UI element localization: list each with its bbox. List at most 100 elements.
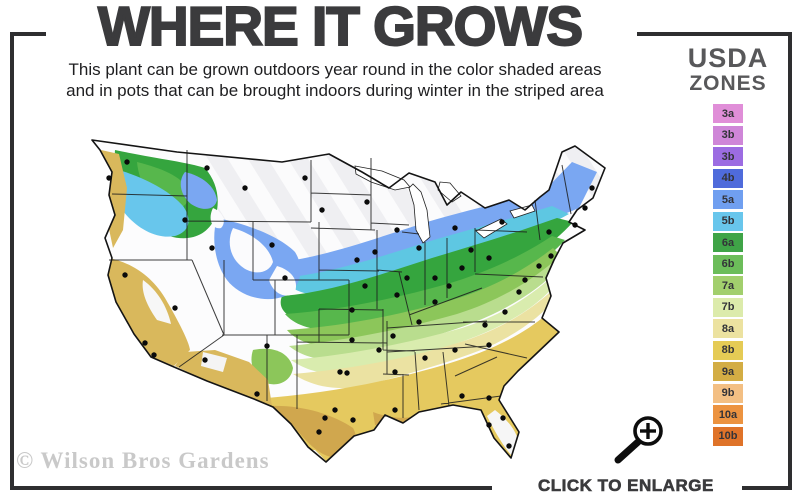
frame-border-right [788,32,792,490]
city-dot [209,245,215,251]
city-dot [322,415,328,421]
city-dot [204,165,210,171]
frame-border-top-right [637,32,792,36]
city-dot [506,443,512,449]
city-dot [151,352,157,358]
zone-swatch-label: 9a [721,365,735,378]
frame-border-bottom-left [10,486,492,490]
zone-swatch-label: 8a [721,322,735,335]
city-dot [182,217,188,223]
city-dot [404,275,410,281]
zone-swatch-7a: 7a [713,276,743,295]
city-dot [350,417,356,423]
zone-swatch-label: 3b [721,129,735,141]
subtitle-line-2: and in pots that can be brought indoors … [66,81,604,100]
zone-swatch-label: 5b [721,215,735,227]
city-dots [106,159,595,449]
zone-swatch-5b: 5b [713,211,743,231]
legend-title-usda: USDA [687,43,769,73]
us-map-svg [91,139,606,463]
city-dot [376,347,382,353]
zone-swatch-5a: 5a [713,190,743,209]
zone-swatch-9b: 9b [713,383,743,403]
city-dot [452,347,458,353]
city-dot [422,355,428,361]
frame-border-bottom-right [742,486,792,490]
zone-swatch-8a: 8a [713,319,743,338]
city-dot [446,283,452,289]
zone-swatch-6b: 6b [713,254,743,274]
zone-swatch-7b: 7b [713,297,743,317]
city-dot [394,292,400,298]
legend-title-zones: ZONES [689,72,767,95]
zone-swatch-label: 10b [718,430,738,442]
city-dot [486,255,492,261]
zone-legend-list: 3a 3b 3b 4b 5a 5b 6a 6b 7a 7b 8a 8b 9a 9b 10a 10b [664,104,792,446]
city-dot [364,199,370,205]
city-dot [502,309,508,315]
city-dot [516,289,522,295]
city-dot [459,265,465,271]
zone-swatch-label: 3a [721,107,735,120]
city-dot [349,307,355,313]
zone-swatch-label: 7a [721,279,735,292]
city-dot [349,337,355,343]
city-dot [362,283,368,289]
zone-swatch-9a: 9a [713,362,743,381]
city-dot [486,422,492,428]
city-dot [416,319,422,325]
state-borders [109,150,572,418]
page-subtitle: This plant can be grown outdoors year ro… [20,59,650,101]
city-dot [242,185,248,191]
zone-swatch-3a: 3a [713,104,743,123]
zoom-in-magnifier-icon[interactable] [603,411,667,469]
zone-swatch-label: 9b [721,387,735,399]
us-outline [91,139,606,463]
city-dot [500,415,506,421]
city-dot [486,342,492,348]
zone-swatch-label: 8b [721,344,735,356]
city-dot [482,322,488,328]
city-dot [546,229,552,235]
city-dot [416,245,422,251]
city-dot [394,227,400,233]
usda-zones-legend: USDA ZONES 3a 3b 3b 4b 5a 5b 6a 6b 7a 7b 8a 8b 9a 9b 1… [664,44,792,448]
frame-border-left [10,32,14,490]
city-dot [106,175,112,181]
usda-zone-map[interactable] [57,110,647,470]
city-dot [319,207,325,213]
zone-swatch-label: 10a [718,408,738,421]
subtitle-line-1: This plant can be grown outdoors year ro… [68,60,602,79]
city-dot [142,340,148,346]
city-dot [589,185,595,191]
city-dot [124,159,130,165]
city-dot [354,257,360,263]
page-title: WHERE IT GROWS [97,0,584,57]
click-to-enlarge-label[interactable]: CLICK TO ENLARGE [538,476,714,496]
zone-swatch-8b: 8b [713,340,743,360]
city-dot [202,357,208,363]
city-dot [390,333,396,339]
city-dot [282,275,288,281]
city-dot [582,205,588,211]
city-dot [122,272,128,278]
city-dot [332,407,338,413]
zone-swatch-4b: 4b [713,168,743,188]
zone-swatch-label: 3b [721,150,735,163]
city-dot [548,253,554,259]
city-dot [337,369,343,375]
zone-swatch-label: 4b [721,172,735,184]
zone-swatch-label: 7b [721,301,735,313]
city-dot [536,263,542,269]
zone-swatch-label: 6b [721,258,735,270]
great-lakes [354,165,536,244]
city-dot [254,391,260,397]
city-dot [459,393,465,399]
zone-swatch-label: 6a [721,236,735,249]
zone-swatch-6a: 6a [713,233,743,252]
city-dot [344,370,350,376]
city-dot [269,242,275,248]
zone-swatch-10a: 10a [713,405,743,424]
city-dot [432,299,438,305]
city-dot [468,247,474,253]
